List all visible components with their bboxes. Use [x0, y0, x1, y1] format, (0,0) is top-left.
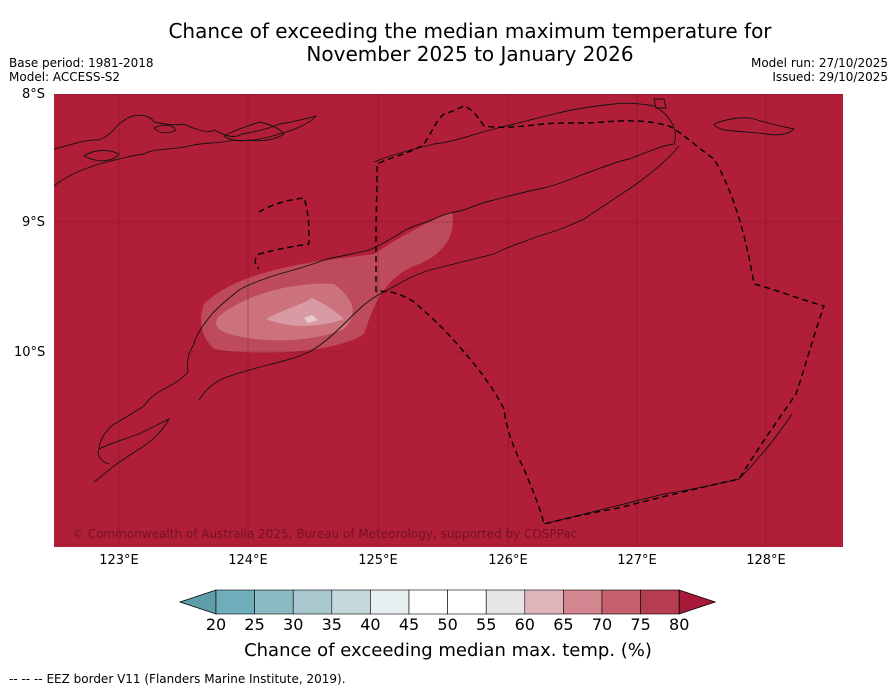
- colorbar-arrow-high: [679, 590, 715, 614]
- lon-label-124e: 124°E: [228, 553, 268, 568]
- colorbar-tick-label: 20: [206, 615, 226, 634]
- base-period: Base period: 1981-2018: [9, 56, 154, 70]
- island-ne: [654, 99, 666, 108]
- colorbar-tick-label: 60: [515, 615, 535, 634]
- footnote-text: EEZ border V11 (Flanders Marine Institut…: [46, 672, 345, 686]
- eez-north: [255, 198, 309, 269]
- lat-label-8s: 8°S: [22, 87, 45, 102]
- coastlines: [54, 99, 794, 524]
- colorbar-tick-label: 50: [437, 615, 457, 634]
- colorbar-bin: [409, 590, 448, 614]
- kisar-island: [714, 118, 794, 135]
- colorbar-tick-label: 65: [553, 615, 573, 634]
- small-islands: [84, 125, 176, 161]
- colorbar-tick-label: 75: [630, 615, 650, 634]
- colorbar-bin: [293, 590, 332, 614]
- colorbar-tick-label: 45: [399, 615, 419, 634]
- lon-label-125e: 125°E: [358, 553, 398, 568]
- gridlines: [54, 94, 843, 547]
- colorbar-bin: [486, 590, 525, 614]
- lat-label-9s: 9°S: [22, 215, 45, 230]
- title-line-1: Chance of exceeding the median maximum t…: [0, 20, 896, 43]
- flores-coast: [54, 115, 316, 186]
- meta-right: Model run: 27/10/2025 Issued: 29/10/2025: [751, 56, 888, 84]
- colorbar-tick-label: 30: [283, 615, 303, 634]
- colorbar-bin: [602, 590, 641, 614]
- south-east-coast: [544, 414, 792, 524]
- colorbar-svg: [178, 588, 720, 616]
- timor-west-tip: [98, 344, 194, 464]
- rote-coast: [94, 419, 169, 482]
- colorbar-tick-label: 70: [592, 615, 612, 634]
- forecast-map: © Commonwealth of Australia 2025, Bureau…: [54, 94, 843, 547]
- eez-legend-footnote: -- -- -- EEZ border V11 (Flanders Marine…: [9, 672, 346, 686]
- colorbar-bin: [255, 590, 294, 614]
- lon-label-126e: 126°E: [488, 553, 528, 568]
- model-name: Model: ACCESS-S2: [9, 70, 154, 84]
- colorbar-bin: [216, 590, 255, 614]
- copyright-text: © Commonwealth of Australia 2025, Bureau…: [72, 527, 577, 541]
- lat-label-10s: 10°S: [14, 345, 45, 360]
- colorbar-tick-label: 25: [244, 615, 264, 634]
- colorbar-bin: [641, 590, 680, 614]
- lon-label-128e: 128°E: [746, 553, 786, 568]
- wetar-coast: [374, 103, 675, 210]
- colorbar-tick-label: 55: [476, 615, 496, 634]
- colorbar-arrow-low: [180, 590, 216, 614]
- lon-label-123e: 123°E: [99, 553, 139, 568]
- colorbar-tick-label: 40: [360, 615, 380, 634]
- issued-date: Issued: 29/10/2025: [751, 70, 888, 84]
- colorbar-bin: [563, 590, 602, 614]
- dashed-line-symbol: -- -- --: [9, 672, 43, 686]
- lon-label-127e: 127°E: [617, 553, 657, 568]
- meta-left: Base period: 1981-2018 Model: ACCESS-S2: [9, 56, 154, 84]
- colorbar-bin: [525, 590, 564, 614]
- colorbar-bin: [332, 590, 371, 614]
- map-canvas: [54, 94, 843, 547]
- model-run: Model run: 27/10/2025: [751, 56, 888, 70]
- colorbar-tick-label: 35: [322, 615, 342, 634]
- colorbar-bin: [448, 590, 487, 614]
- eez-timor-leste: [376, 106, 824, 524]
- colorbar-tick-label: 80: [669, 615, 689, 634]
- colorbar-bin: [370, 590, 409, 614]
- colorbar-label: Chance of exceeding median max. temp. (%…: [0, 640, 896, 661]
